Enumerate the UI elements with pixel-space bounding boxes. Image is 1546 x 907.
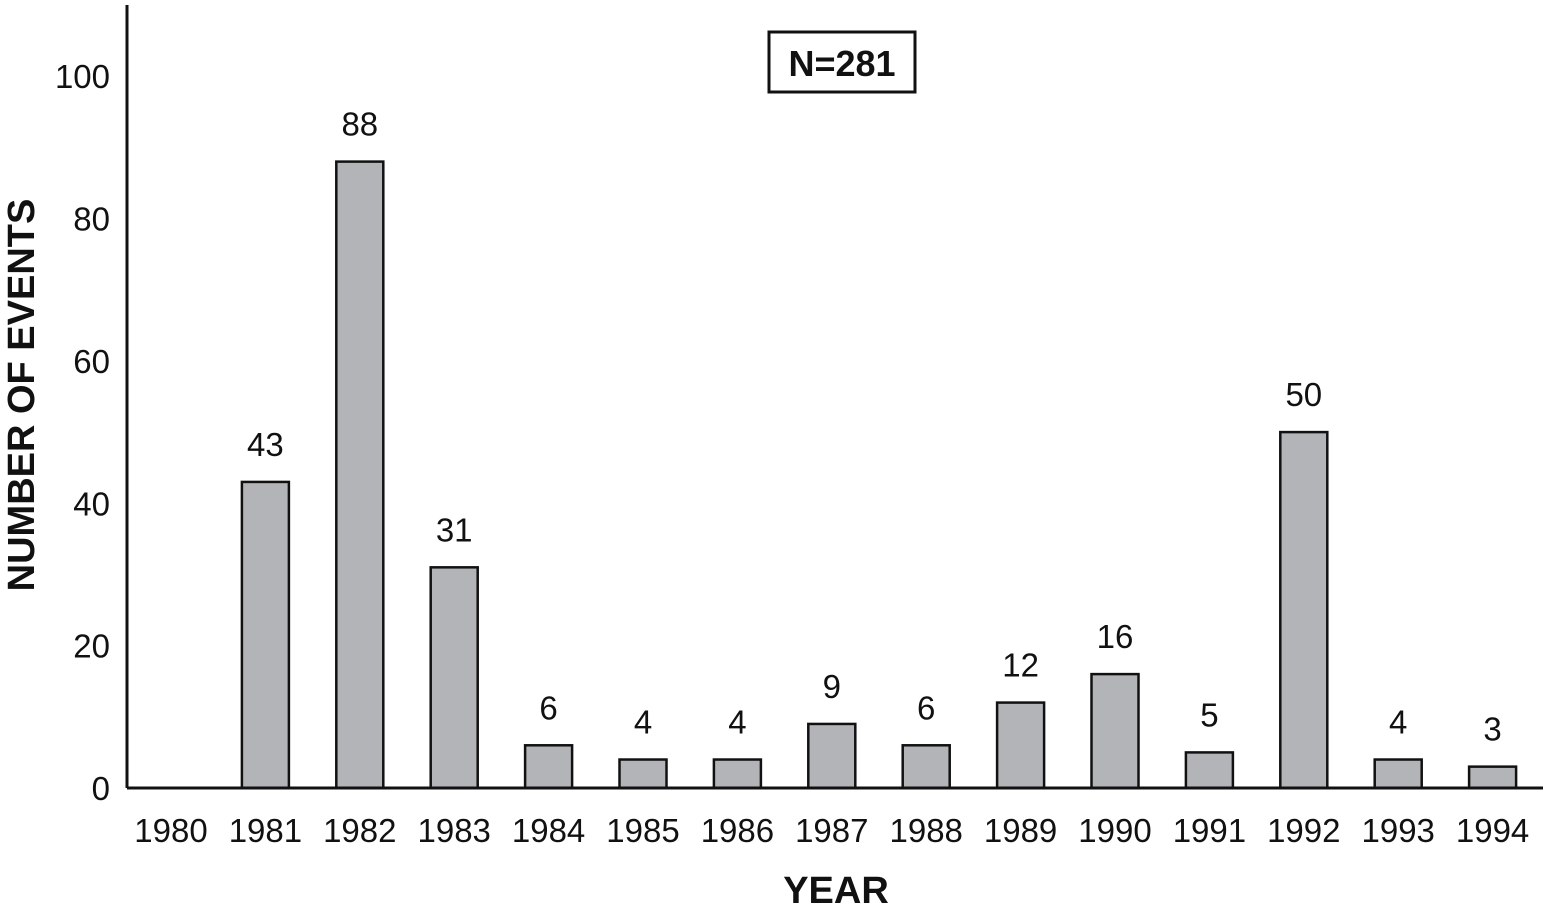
bar-1989 [995,701,1046,790]
x-tick-label-1991: 1991 [1173,812,1246,849]
data-label-1981: 43 [247,426,284,463]
bar-1983 [429,566,479,790]
y-axis-title: NUMBER OF EVENTS [1,199,43,592]
bar-1993 [1373,758,1423,790]
x-tick-label-1981: 1981 [229,812,302,849]
y-tick-label-40: 40 [73,485,110,522]
y-tick-label-20: 20 [73,628,110,665]
data-label-1993: 4 [1389,704,1407,741]
x-tick-label-1983: 1983 [417,812,490,849]
data-label-1990: 16 [1097,618,1134,655]
x-axis-title: YEAR [783,870,889,907]
bar-1987 [807,722,857,790]
data-label-1991: 5 [1200,696,1218,733]
data-label-1987: 9 [823,668,841,705]
bars-group [240,160,1518,790]
bar-1984 [523,744,574,790]
bar-1981 [240,480,291,790]
y-tick-label-100: 100 [55,58,110,95]
data-label-1988: 6 [917,689,935,726]
x-tick-label-1980: 1980 [134,812,207,849]
x-tick-label-1990: 1990 [1078,812,1151,849]
x-tick-label-1984: 1984 [512,812,585,849]
bar-1994 [1467,765,1518,790]
x-tick-label-1992: 1992 [1267,812,1340,849]
n-annotation: N=281 [767,30,917,94]
x-tick-label-1988: 1988 [889,812,962,849]
data-label-1986: 4 [728,704,746,741]
data-label-1985: 4 [634,704,652,741]
data-label-1989: 12 [1002,647,1039,684]
x-tick-labels-group: 1980 1981 1982 1983 1984 1985 1986 1987 1988 1989… [134,812,1529,849]
bar-1986 [712,758,763,790]
y-tick-labels-group: 0 20 40 60 80 100 [55,58,110,807]
n-annotation-text: N=281 [788,43,895,84]
n-annotation-box [767,30,917,94]
bar-1982 [335,160,385,790]
data-label-1982: 88 [341,106,378,143]
x-tick-label-1989: 1989 [984,812,1057,849]
y-tick-label-80: 80 [73,201,110,238]
bar-1992 [1279,430,1329,790]
bar-1985 [618,758,668,790]
x-tick-label-1993: 1993 [1361,812,1434,849]
bar-1990 [1090,672,1140,790]
x-tick-label-1982: 1982 [323,812,396,849]
x-tick-label-1987: 1987 [795,812,868,849]
data-label-1994: 3 [1483,711,1501,748]
data-label-1992: 50 [1285,376,1322,413]
data-label-1984: 6 [539,689,557,726]
bar-1991 [1184,751,1235,790]
x-tick-label-1994: 1994 [1456,812,1529,849]
x-tick-label-1986: 1986 [701,812,774,849]
bar-1988 [901,744,951,790]
y-tick-label-0: 0 [92,770,110,807]
data-label-1983: 31 [436,511,473,548]
y-tick-label-60: 60 [73,343,110,380]
x-tick-label-1985: 1985 [606,812,679,849]
